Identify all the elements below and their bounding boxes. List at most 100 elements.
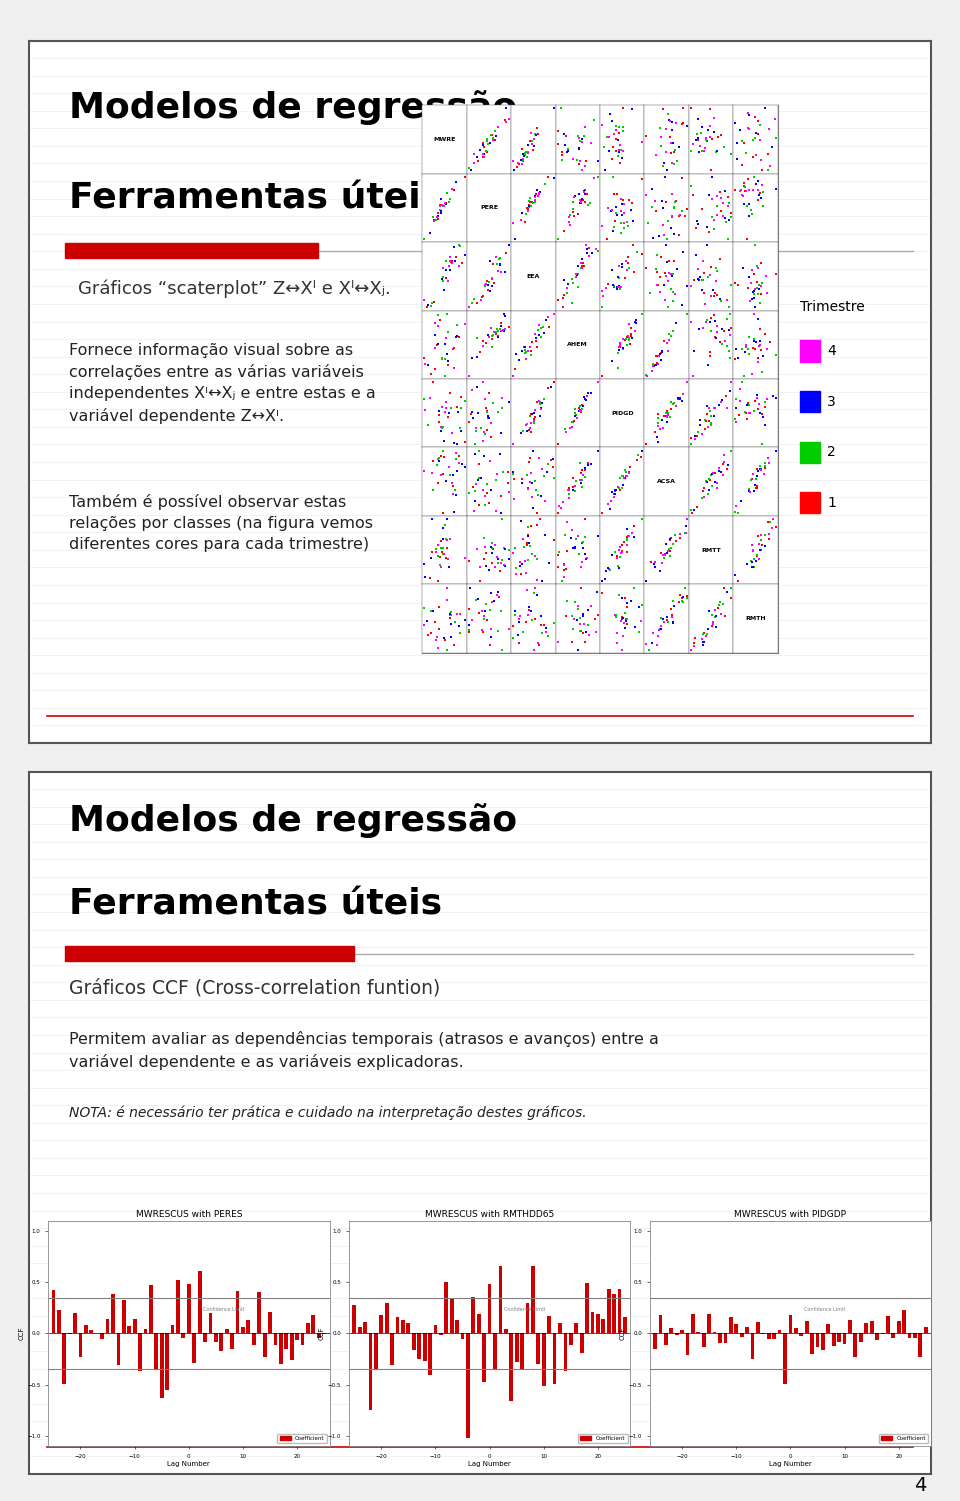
Bar [106, 1319, 109, 1333]
Bar [574, 1322, 578, 1333]
Bar [65, 243, 318, 258]
Bar [89, 1330, 93, 1333]
Bar [702, 1333, 706, 1346]
Bar [816, 1333, 820, 1346]
Bar [444, 1282, 448, 1333]
Bar [401, 1321, 405, 1333]
Text: 1: 1 [828, 495, 836, 510]
Text: Modelos de regressão: Modelos de regressão [69, 90, 517, 125]
Bar [724, 1333, 728, 1343]
Y-axis label: CCF: CCF [18, 1327, 24, 1340]
Bar [848, 1319, 852, 1333]
Bar [804, 1321, 808, 1333]
Bar [607, 1289, 611, 1333]
Bar [729, 1316, 732, 1333]
Bar [235, 1291, 239, 1333]
Bar [653, 1333, 657, 1349]
Title: MWRESCUS with PERES: MWRESCUS with PERES [135, 1210, 242, 1219]
Bar [296, 1333, 299, 1340]
Legend: Coefficient: Coefficient [277, 1433, 326, 1442]
Text: Ferramentas úteis: Ferramentas úteis [69, 887, 443, 922]
Bar [801, 492, 820, 513]
Bar [897, 1321, 900, 1333]
Bar [220, 1333, 223, 1351]
Bar [810, 1333, 814, 1354]
Bar [596, 1313, 600, 1333]
Bar [284, 1333, 288, 1349]
Bar [116, 1333, 120, 1364]
Bar [580, 1333, 584, 1354]
Bar [471, 1297, 475, 1333]
Bar [696, 1331, 700, 1333]
Bar [52, 1289, 56, 1333]
Bar [241, 1327, 245, 1333]
Bar [455, 1321, 459, 1333]
Bar [311, 1315, 315, 1333]
Text: Confidence Limit: Confidence Limit [504, 1307, 545, 1312]
Bar [214, 1333, 218, 1342]
Bar [363, 1322, 367, 1333]
Bar [740, 1333, 744, 1337]
Bar [659, 1315, 662, 1333]
Bar [144, 1328, 148, 1333]
Bar [477, 1315, 481, 1333]
Bar [374, 1333, 378, 1369]
Bar [358, 1327, 362, 1333]
Bar [176, 1280, 180, 1333]
Bar [772, 1333, 776, 1339]
Bar [418, 1333, 421, 1360]
Bar [504, 1330, 508, 1333]
Bar [111, 1294, 115, 1333]
Bar [564, 1333, 567, 1370]
Bar [149, 1285, 153, 1333]
Bar [510, 1333, 514, 1400]
Bar [165, 1333, 169, 1390]
X-axis label: Lag Number: Lag Number [468, 1462, 511, 1468]
Bar [864, 1322, 868, 1333]
Text: Também é possível observar estas
relações por classes (na figura vemos
diferente: Também é possível observar estas relaçõe… [69, 494, 373, 552]
Bar [450, 1300, 453, 1333]
Bar [751, 1333, 755, 1358]
Bar [569, 1333, 573, 1345]
Bar [541, 1333, 545, 1387]
Bar [745, 1327, 749, 1333]
Bar [685, 1333, 689, 1354]
Bar [794, 1328, 798, 1333]
Bar [831, 1333, 835, 1346]
Bar [100, 1333, 104, 1339]
X-axis label: Lag Number: Lag Number [769, 1462, 812, 1468]
Y-axis label: CCF: CCF [620, 1327, 626, 1340]
Bar [691, 1313, 695, 1333]
Bar [892, 1333, 895, 1339]
Bar [617, 1289, 621, 1333]
Bar [187, 1285, 191, 1333]
Text: Gráficos CCF (Cross-correlation funtion): Gráficos CCF (Cross-correlation funtion) [69, 979, 441, 998]
Text: Trimestre: Trimestre [801, 300, 865, 314]
Bar [837, 1333, 841, 1342]
Bar [708, 1315, 711, 1333]
Bar [498, 1267, 502, 1333]
Bar [515, 1333, 518, 1363]
Bar [520, 1333, 524, 1369]
Bar [461, 1333, 465, 1339]
Text: Fornece informação visual sobre as
correlações entre as várias variáveis
indepen: Fornece informação visual sobre as corre… [69, 342, 376, 423]
Bar [198, 1271, 202, 1333]
Bar [274, 1333, 277, 1345]
Bar [586, 1283, 589, 1333]
Title: MWRESCUS with RMTHDD65: MWRESCUS with RMTHDD65 [425, 1210, 554, 1219]
Bar [204, 1333, 207, 1342]
Bar [57, 1310, 60, 1333]
Bar [902, 1310, 906, 1333]
Bar [466, 1333, 469, 1438]
Text: Ferramentas úteis: Ferramentas úteis [69, 182, 443, 215]
Bar [553, 1333, 557, 1384]
X-axis label: Lag Number: Lag Number [167, 1462, 210, 1468]
Text: Confidence Limit: Confidence Limit [804, 1307, 846, 1312]
Bar [827, 1324, 830, 1333]
Text: Gráficos “scaterplot” Z↔Xᴵ e Xᴵ↔Xⱼ.: Gráficos “scaterplot” Z↔Xᴵ e Xᴵ↔Xⱼ. [79, 279, 391, 297]
Bar [778, 1330, 781, 1333]
Bar [128, 1325, 132, 1333]
Bar [493, 1333, 497, 1370]
Bar [907, 1333, 911, 1337]
Text: NOTA: é necessário ter prática e cuidado na interpretação destes gráficos.: NOTA: é necessário ter prática e cuidado… [69, 1105, 587, 1120]
